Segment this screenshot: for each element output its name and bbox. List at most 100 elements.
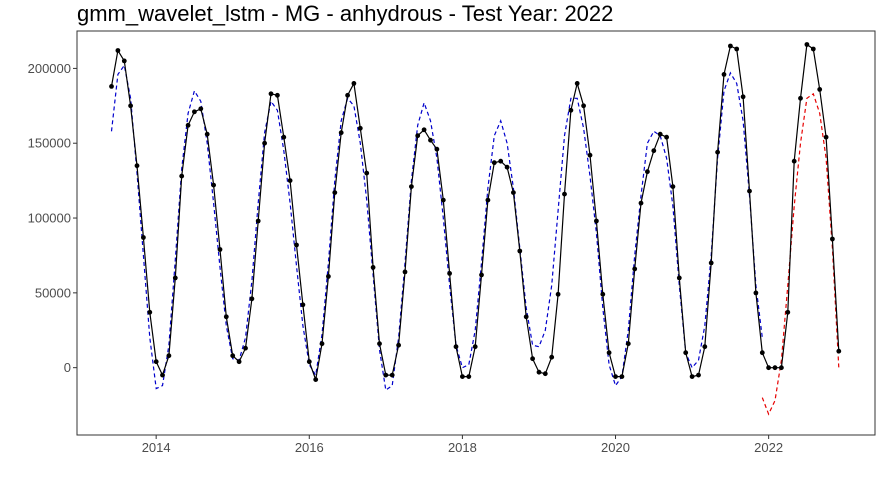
data-point <box>708 260 714 266</box>
data-point <box>217 247 223 252</box>
data-point <box>504 164 510 170</box>
data-point <box>638 200 644 206</box>
data-point <box>728 43 733 49</box>
data-point <box>351 81 357 86</box>
data-point <box>791 158 797 164</box>
data-point <box>223 314 229 320</box>
data-point <box>632 266 638 272</box>
data-point <box>357 125 363 131</box>
data-point <box>517 248 523 254</box>
series-line-fitted <box>110 63 763 392</box>
data-point <box>759 350 765 356</box>
x-tick-label: 2018 <box>448 440 477 455</box>
data-point <box>326 274 331 279</box>
data-point <box>555 291 561 297</box>
data-point <box>562 191 567 197</box>
data-point <box>185 122 191 128</box>
x-tick-label: 2016 <box>295 440 324 455</box>
data-point <box>466 374 472 379</box>
data-point <box>255 218 261 224</box>
data-point <box>651 148 657 154</box>
data-point <box>281 134 287 140</box>
data-point <box>364 170 370 176</box>
data-point <box>332 190 338 196</box>
data-point <box>696 372 701 378</box>
data-point <box>300 302 306 308</box>
data-point <box>689 374 695 379</box>
x-tick-label: 2020 <box>601 440 630 455</box>
data-point <box>415 133 421 139</box>
data-point <box>383 372 389 378</box>
data-point <box>830 236 835 242</box>
data-point <box>625 341 631 347</box>
data-point <box>549 354 555 360</box>
data-point <box>479 272 484 278</box>
data-point <box>294 242 299 248</box>
data-point <box>249 296 255 302</box>
data-point <box>657 131 663 137</box>
x-tick-label: 2022 <box>754 440 783 455</box>
data-point <box>192 109 197 115</box>
data-point <box>491 160 497 166</box>
data-point <box>715 149 720 155</box>
data-point <box>530 356 535 362</box>
data-point <box>287 178 293 184</box>
data-point <box>128 103 134 109</box>
data-point <box>396 342 401 348</box>
data-point <box>836 348 842 354</box>
data-point <box>645 169 650 175</box>
data-point <box>747 188 752 194</box>
data-point <box>204 131 210 137</box>
data-point <box>440 197 446 203</box>
data-point <box>664 134 669 140</box>
data-point <box>421 127 427 133</box>
x-axis: 2014 2016 2018 2020 2022 <box>142 435 783 455</box>
data-point <box>766 365 771 371</box>
data-point <box>389 372 395 378</box>
data-point <box>702 344 708 350</box>
y-axis: 0 50000 100000 150000 200000 <box>28 61 77 375</box>
data-point <box>472 344 478 350</box>
data-point <box>236 359 242 365</box>
data-point <box>683 350 689 356</box>
data-point <box>523 314 529 320</box>
data-point <box>121 58 127 64</box>
data-point <box>134 163 140 169</box>
data-point <box>753 290 759 296</box>
data-point <box>453 344 459 350</box>
data-point <box>319 341 325 347</box>
data-point <box>345 92 350 98</box>
data-point <box>338 130 344 136</box>
data-point <box>721 72 727 77</box>
y-tick-label: 100000 <box>28 211 71 226</box>
data-point <box>804 42 810 47</box>
data-point <box>275 92 280 98</box>
data-point <box>306 359 312 365</box>
data-point <box>377 341 382 347</box>
data-point <box>434 146 440 152</box>
data-point <box>109 84 114 89</box>
data-point <box>172 275 178 281</box>
data-point <box>147 309 153 315</box>
data-point <box>734 46 740 52</box>
data-point <box>542 371 548 377</box>
data-point <box>313 377 319 382</box>
data-point <box>772 365 778 371</box>
data-point <box>817 87 823 92</box>
data-point <box>370 265 376 270</box>
data-point <box>198 106 204 112</box>
y-tick-label: 150000 <box>28 136 71 151</box>
data-point <box>536 369 542 375</box>
data-point <box>428 137 433 143</box>
data-point <box>141 235 146 240</box>
data-point <box>460 374 465 379</box>
data-point <box>810 46 816 52</box>
data-point <box>485 197 491 203</box>
data-point <box>230 353 236 359</box>
y-tick-label: 0 <box>64 360 71 375</box>
data-point <box>211 182 217 188</box>
data-point <box>409 184 414 190</box>
data-point <box>613 374 618 379</box>
data-point <box>740 94 746 100</box>
y-tick-label: 200000 <box>28 61 71 76</box>
